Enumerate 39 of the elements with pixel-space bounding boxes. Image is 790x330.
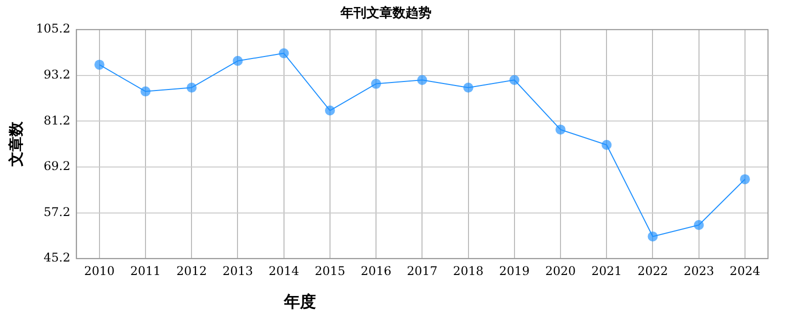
point [556, 124, 566, 135]
x-tick-label: 2015 [314, 264, 346, 278]
point [463, 82, 474, 93]
point [509, 74, 520, 85]
x-tick-label: 2021 [591, 264, 622, 278]
x-tick-label: 2017 [406, 264, 438, 278]
point [648, 231, 658, 242]
x-tick-label: 2023 [684, 264, 714, 278]
point [232, 56, 243, 66]
x-axis-title: 年度 [282, 292, 317, 313]
chart-title: 年刊文章数趋势 [340, 5, 432, 22]
point [186, 82, 197, 93]
point [417, 74, 428, 85]
x-tick-label: 2022 [637, 264, 668, 278]
point [740, 174, 750, 184]
x-tick-label: 2016 [360, 264, 392, 278]
x-tick-label: 2014 [268, 264, 300, 278]
point [278, 48, 289, 58]
x-tick-label: 2018 [453, 264, 484, 278]
point [371, 78, 382, 89]
y-tick-label: 45.2 [44, 250, 70, 265]
y-tick-label: 69.2 [44, 159, 70, 174]
y-tick-label: 57.2 [44, 204, 70, 219]
x-tick-label: 2012 [176, 264, 207, 278]
y-tick-label: 105.2 [36, 22, 70, 36]
x-tick-label: 2019 [499, 264, 530, 278]
x-tick-label: 2020 [545, 264, 576, 278]
y-tick-label: 81.2 [44, 113, 70, 128]
point [140, 86, 151, 96]
point [324, 106, 335, 116]
y-tick-label: 93.2 [44, 68, 70, 82]
y-axis-title: 文章数 [6, 120, 25, 168]
point [602, 140, 612, 150]
point [694, 220, 704, 230]
point [94, 60, 104, 70]
x-tick-label: 2013 [222, 264, 254, 278]
x-tick-label: 2010 [84, 264, 115, 278]
x-tick-label: 2011 [130, 264, 161, 278]
x-tick-label: 2024 [730, 264, 761, 278]
